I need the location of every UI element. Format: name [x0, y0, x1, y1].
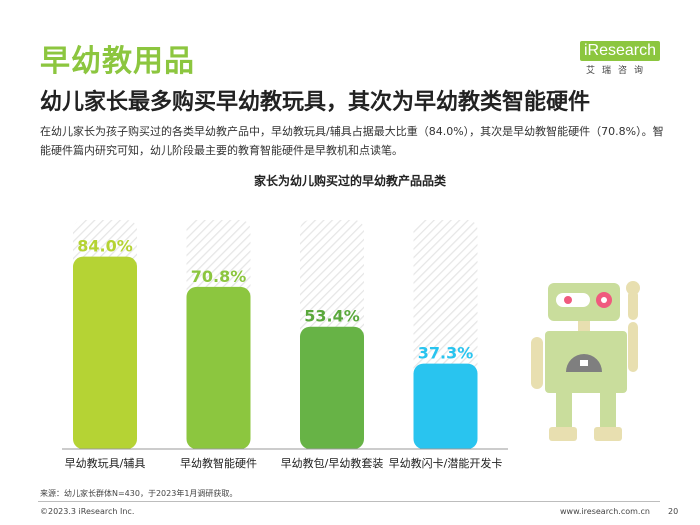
- data-label-2: 53.4%: [304, 307, 360, 326]
- page-description: 在幼儿家长为孩子购买过的各类早幼教产品中，早幼教玩具/辅具占据最大比重（84.0…: [40, 125, 664, 157]
- data-label-3: 37.3%: [418, 344, 474, 363]
- bar-3: [413, 363, 478, 449]
- copyright: ©2023.3 iResearch Inc.: [40, 507, 135, 516]
- website-url: www.iresearch.com.cn: [560, 507, 650, 516]
- footer-divider: [38, 501, 660, 502]
- data-label-0: 84.0%: [77, 237, 133, 256]
- page-number: 20: [668, 507, 679, 516]
- category-label-0: 早幼教玩具/辅具: [65, 456, 146, 470]
- page-subtitle: 幼儿家长最多购买早幼教玩具，其次为早幼教类智能硬件: [40, 90, 591, 115]
- bar-1: [186, 286, 251, 449]
- source-note: 来源：幼儿家长群体N=430，于2023年1月调研获取。: [40, 489, 238, 498]
- data-label-1: 70.8%: [191, 267, 247, 286]
- category-label-1: 早幼教智能硬件: [180, 456, 257, 470]
- bar-0: [73, 256, 137, 449]
- page-title: 早幼教用品: [40, 44, 195, 79]
- robot-illustration: [531, 281, 640, 441]
- iresearch-logo: iResearch 艾瑞咨询: [580, 40, 662, 76]
- bar-2: [300, 326, 364, 449]
- logo-subtitle: 艾瑞咨询: [586, 66, 651, 76]
- logo-wordmark: iResearch: [580, 41, 661, 61]
- chart-title: 家长为幼儿购买过的早幼教产品品类: [253, 174, 446, 188]
- category-label-3: 早幼教闪卡/潜能开发卡: [389, 456, 503, 470]
- category-label-2: 早幼教包/早幼教套装: [281, 457, 384, 470]
